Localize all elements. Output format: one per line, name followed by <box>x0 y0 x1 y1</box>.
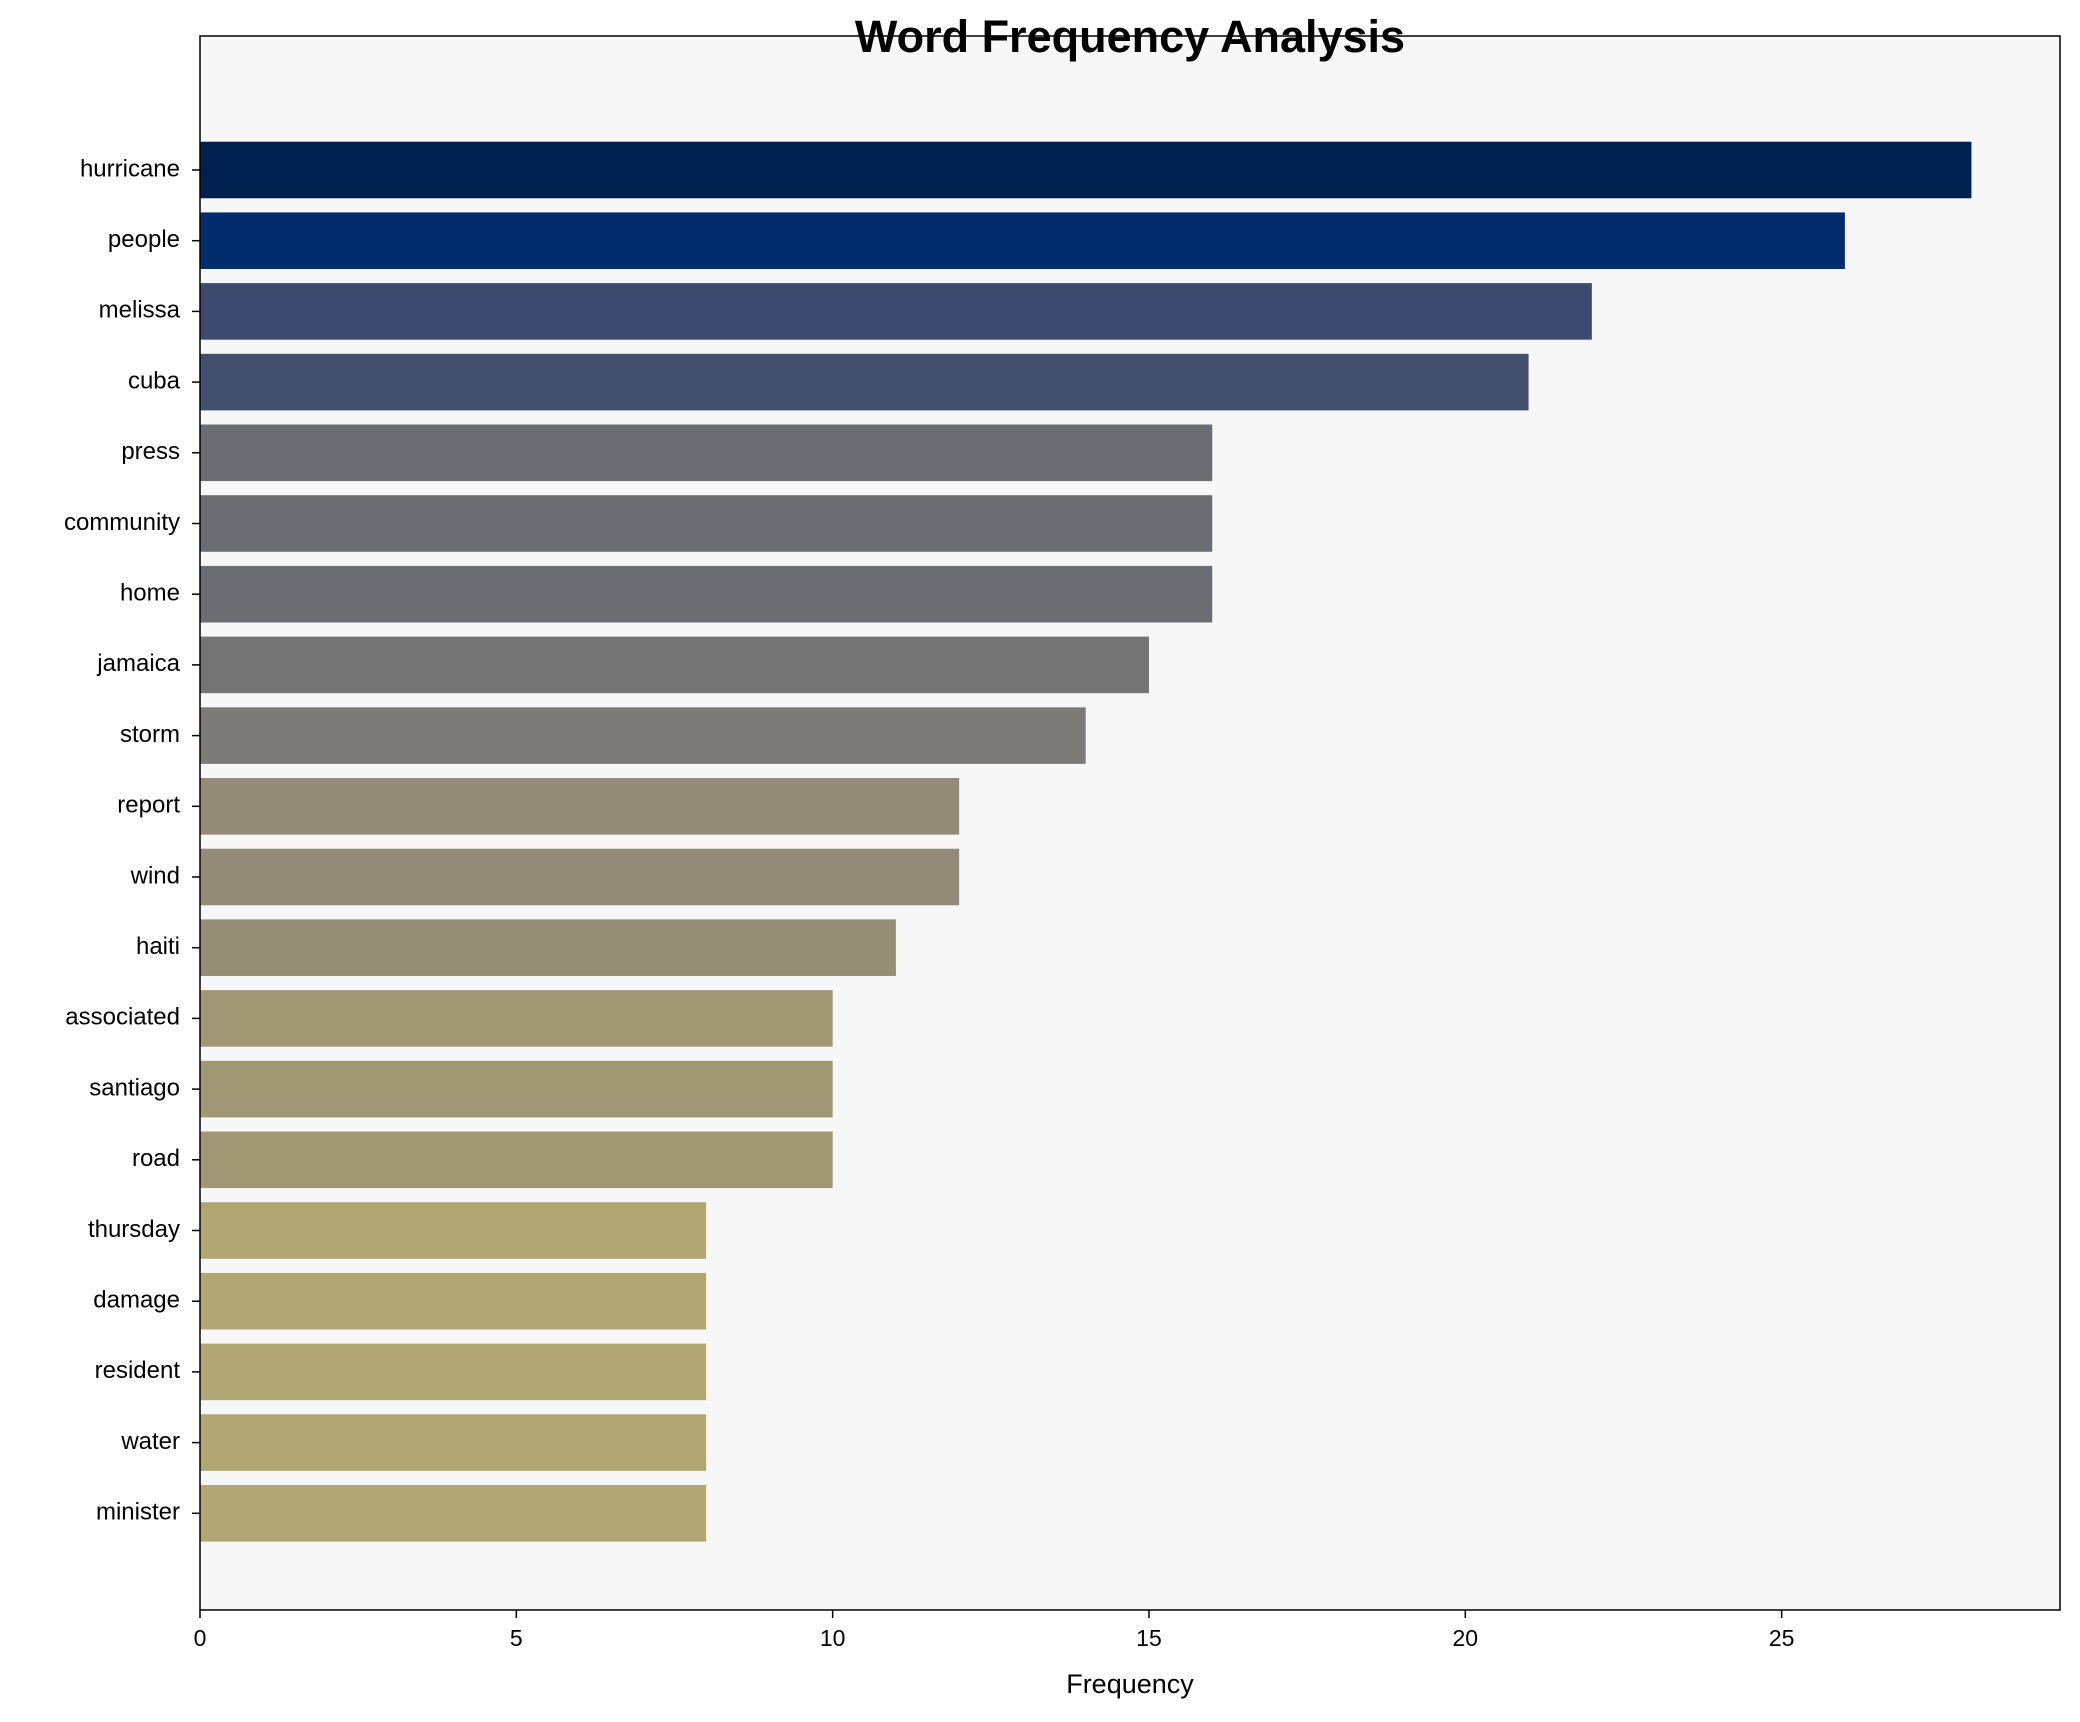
x-tick-label: 0 <box>194 1625 207 1651</box>
bar <box>200 212 1845 269</box>
y-tick-label: storm <box>120 721 180 748</box>
plot-frame <box>199 35 2061 1611</box>
x-tick-label: 10 <box>820 1625 846 1651</box>
y-tick-label: press <box>121 438 180 465</box>
x-axis-label: Frequency <box>1066 1669 1194 1699</box>
bar <box>200 919 896 976</box>
bar <box>200 848 960 906</box>
y-tick-label: minister <box>96 1499 180 1526</box>
y-tick-label: haiti <box>136 933 180 960</box>
x-tick-label: 5 <box>510 1625 523 1651</box>
bar <box>200 707 1086 764</box>
x-tick-label: 20 <box>1453 1625 1479 1651</box>
y-tick-label: damage <box>93 1287 180 1314</box>
x-tick-label: 25 <box>1769 1625 1795 1651</box>
y-tick-label: thursday <box>88 1216 180 1243</box>
y-tick-label: associated <box>65 1004 180 1031</box>
bar <box>200 1485 707 1542</box>
bar <box>200 495 1213 552</box>
y-tick-label: resident <box>95 1357 181 1384</box>
bar <box>200 778 960 835</box>
bar <box>200 565 1213 623</box>
bar <box>200 1131 833 1189</box>
bar <box>200 1343 707 1401</box>
y-tick-label: melissa <box>99 297 181 324</box>
y-tick-label: report <box>117 792 180 819</box>
y-tick-label: home <box>120 580 180 607</box>
y-tick-label: road <box>132 1145 180 1172</box>
bar <box>200 424 1213 482</box>
y-tick-label: cuba <box>128 367 181 394</box>
bar <box>200 1060 833 1118</box>
y-tick-label: water <box>120 1428 180 1455</box>
x-tick-label: 15 <box>1136 1625 1162 1651</box>
bar <box>200 990 833 1047</box>
y-tick-label: people <box>108 226 180 253</box>
bar <box>200 1202 707 1259</box>
bar <box>200 353 1529 411</box>
y-tick-label: hurricane <box>80 155 180 182</box>
y-tick-label: wind <box>130 862 180 889</box>
bar <box>200 636 1149 694</box>
bar <box>200 1414 707 1471</box>
bar <box>200 1272 707 1330</box>
bar <box>200 141 1972 199</box>
y-tick-label: jamaica <box>96 650 180 677</box>
y-tick-label: santiago <box>89 1074 180 1101</box>
bar <box>200 283 1592 340</box>
y-tick-label: community <box>64 509 180 536</box>
